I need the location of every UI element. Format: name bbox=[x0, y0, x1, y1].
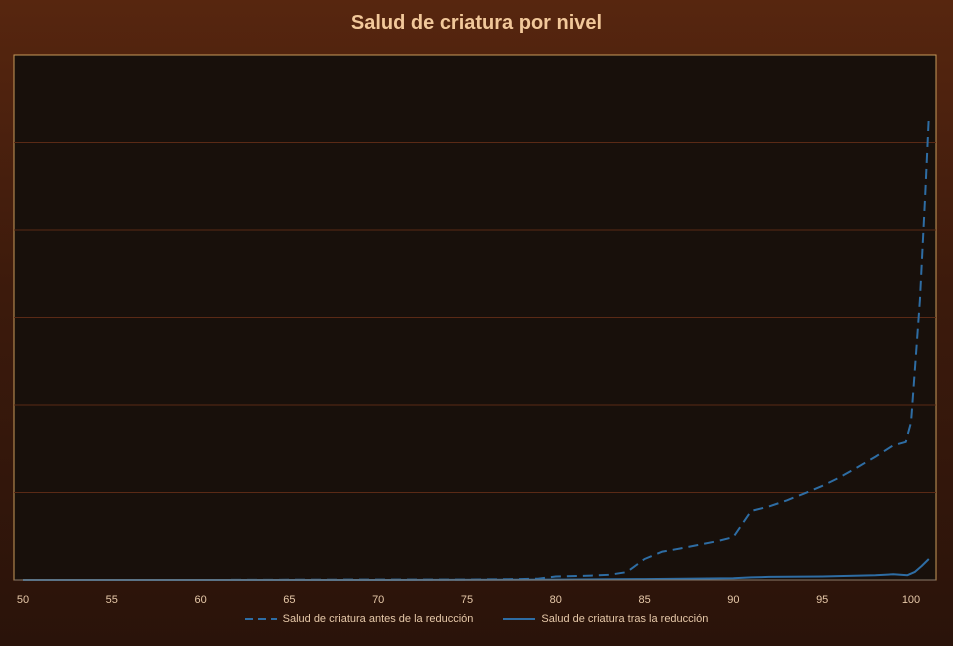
x-tick-label: 75 bbox=[461, 594, 473, 606]
x-tick-label: 90 bbox=[727, 594, 739, 606]
legend-item-before: Salud de criatura antes de la reducción bbox=[244, 613, 474, 625]
legend: Salud de criatura antes de la reducción … bbox=[0, 613, 953, 625]
x-tick-label: 70 bbox=[372, 594, 384, 606]
legend-item-after: Salud de criatura tras la reducción bbox=[503, 613, 708, 625]
x-tick-label: 60 bbox=[194, 594, 206, 606]
x-tick-label: 100 bbox=[902, 594, 920, 606]
legend-label-before: Salud de criatura antes de la reducción bbox=[282, 613, 474, 625]
x-tick-labels: 50 55 60 65 70 75 80 85 90 95 100 bbox=[17, 594, 920, 606]
chart-title: Salud de criatura por nivel bbox=[350, 12, 603, 34]
x-tick-label: 55 bbox=[106, 594, 118, 606]
x-tick-label: 80 bbox=[550, 594, 562, 606]
x-tick-label: 85 bbox=[638, 594, 650, 606]
legend-dashed-line-icon bbox=[244, 618, 277, 620]
x-tick-label: 50 bbox=[17, 594, 29, 606]
legend-solid-line-icon bbox=[503, 618, 536, 620]
grid-lines bbox=[14, 142, 936, 493]
x-tick-label: 95 bbox=[816, 594, 828, 606]
legend-label-after: Salud de criatura tras la reducción bbox=[541, 613, 709, 625]
x-tick-label: 65 bbox=[283, 594, 295, 606]
